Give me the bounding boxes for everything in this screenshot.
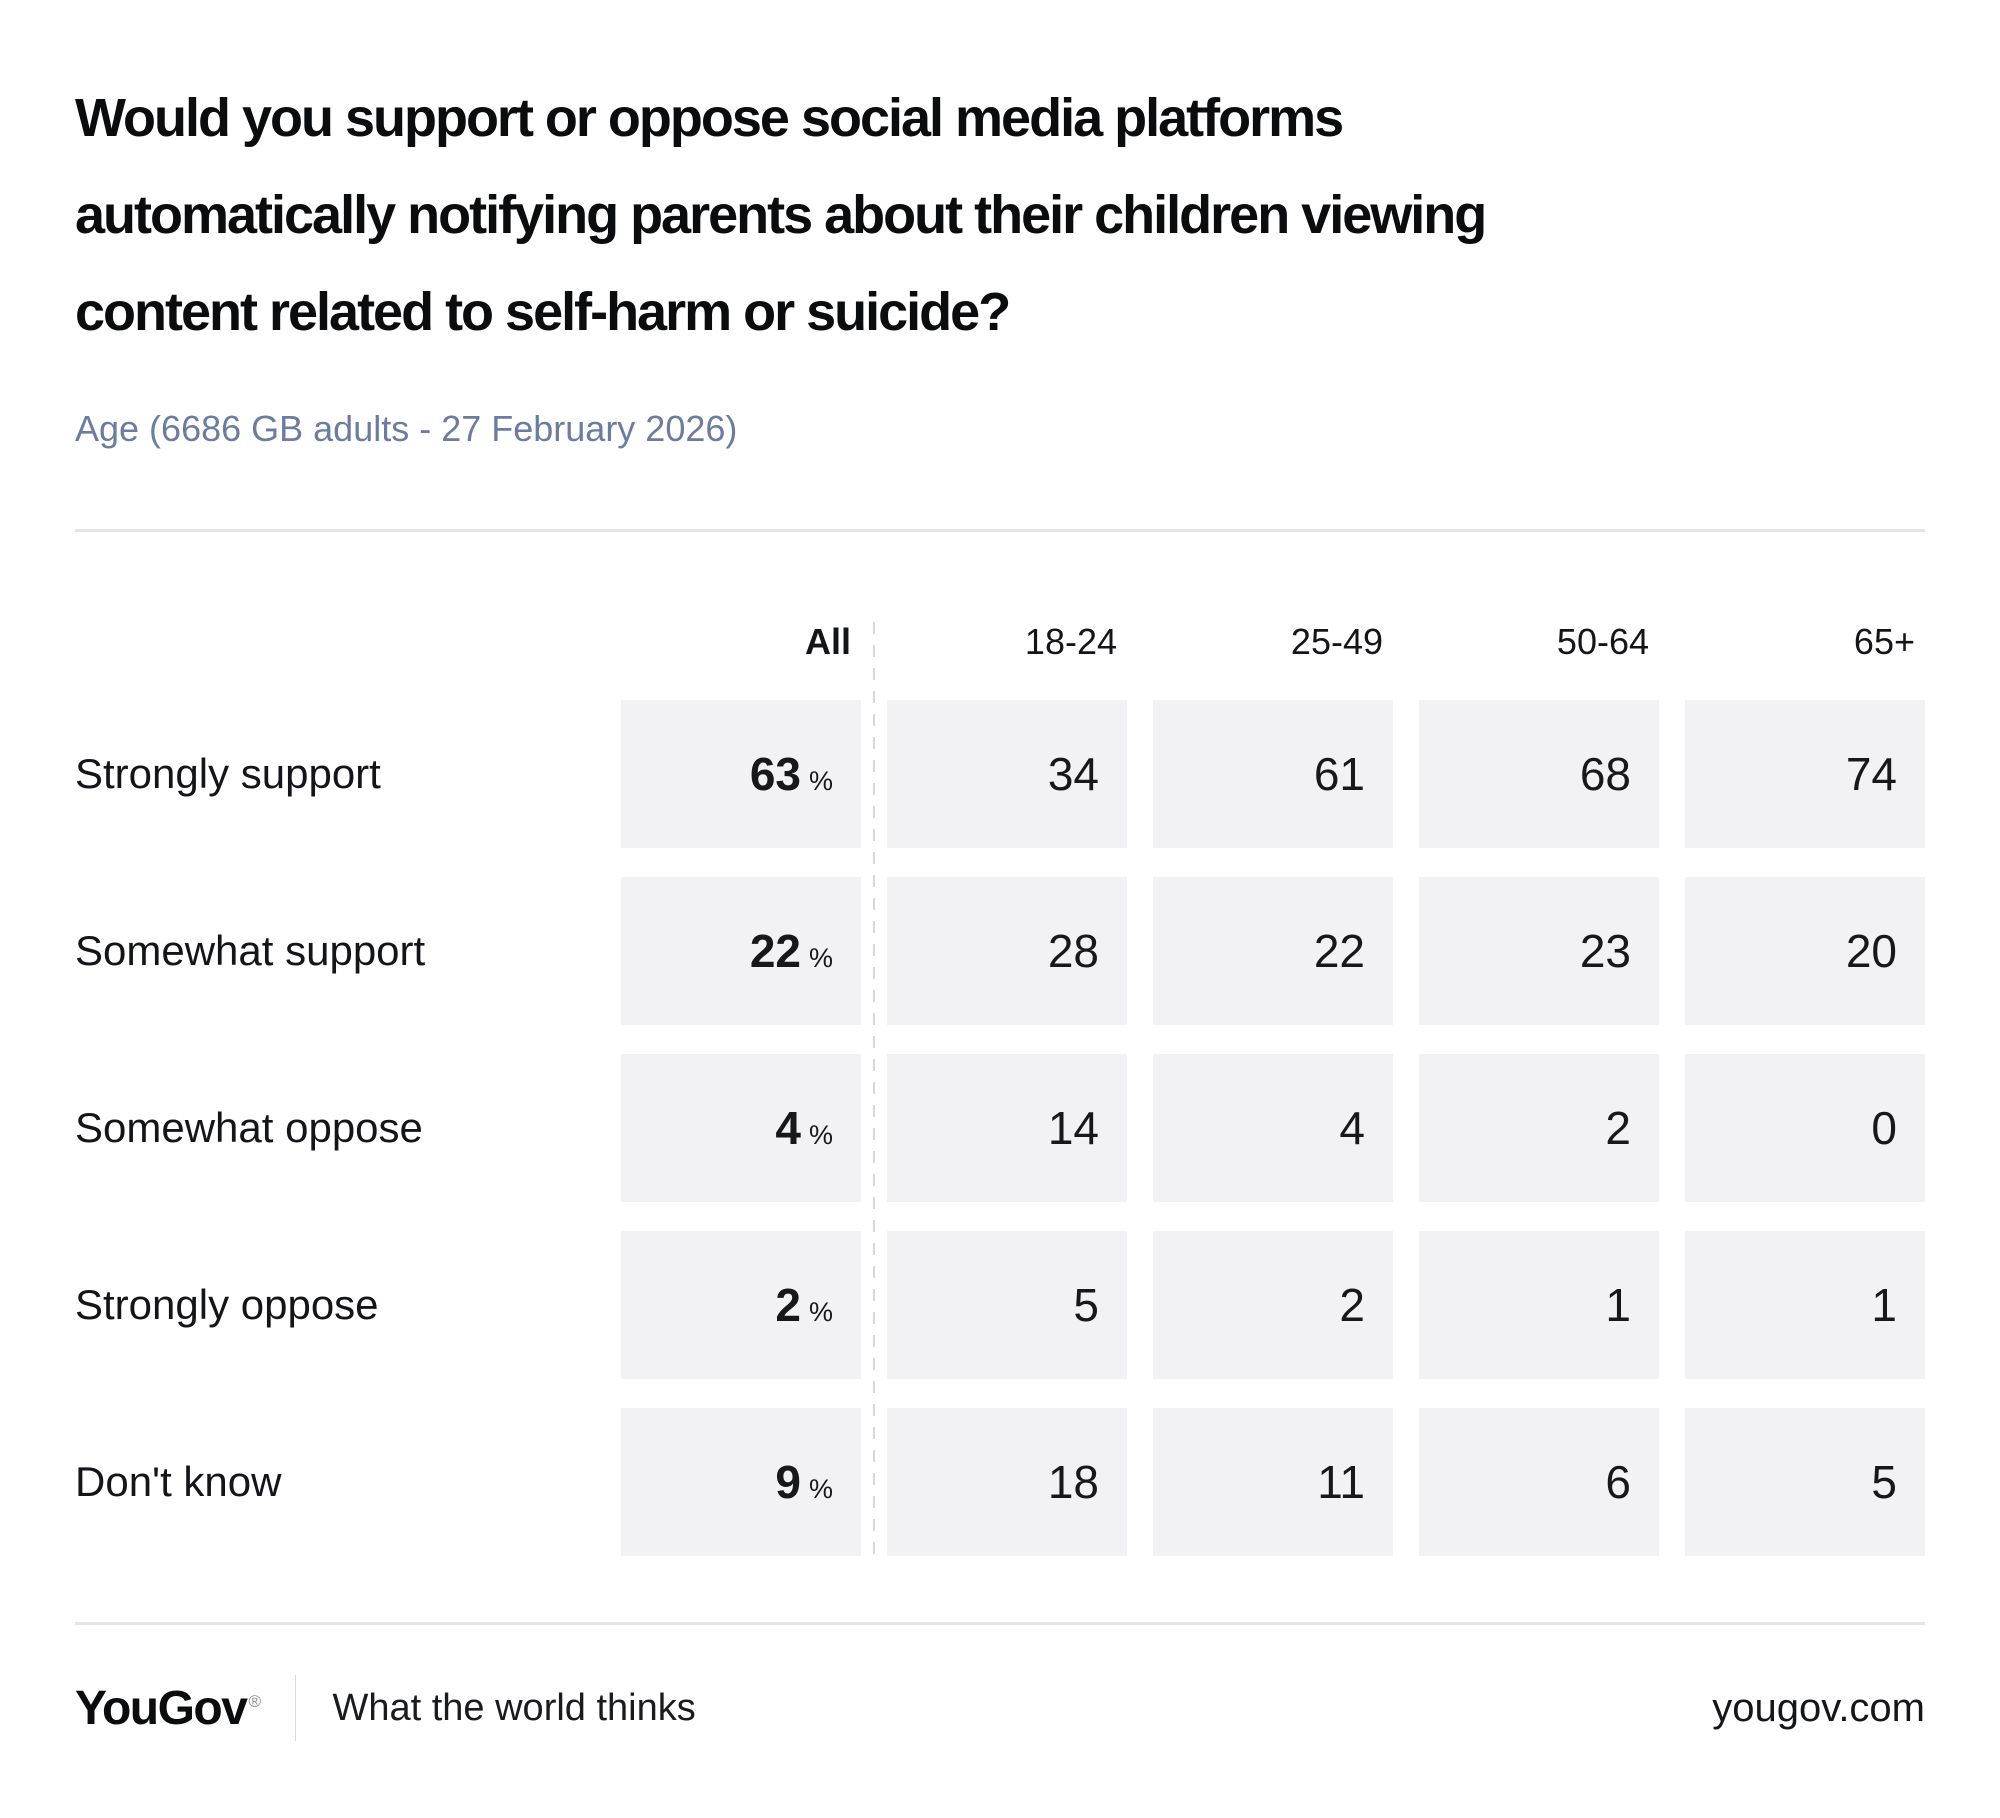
sample-subtitle: Age (6686 GB adults - 27 February 2026) xyxy=(75,408,738,449)
column-header-18-24: 18-24 xyxy=(1024,621,1117,662)
percent-sign: % xyxy=(808,943,833,973)
row-label: Strongly support xyxy=(75,750,381,797)
column-header-25-49: 25-49 xyxy=(1290,621,1383,662)
value-cell: 22 xyxy=(1153,877,1393,1025)
value-cell: 2 xyxy=(1419,1054,1659,1202)
column-header-65-plus: 65+ xyxy=(1853,621,1915,662)
value-cell: 1 xyxy=(1685,1231,1925,1379)
value-number: 9 xyxy=(775,1456,801,1508)
value-cell: 18 xyxy=(887,1408,1127,1556)
row-label: Strongly oppose xyxy=(75,1281,379,1328)
value-cell: 74 xyxy=(1685,700,1925,848)
value-cell: 0 xyxy=(1685,1054,1925,1202)
footer: YouGov ® What the world thinks yougov.com xyxy=(75,1675,1925,1741)
all-vs-ages-dashed-divider xyxy=(873,622,875,1556)
table-row: Somewhat oppose 4% 14 4 2 0 xyxy=(75,1054,1925,1202)
value-number: 22 xyxy=(749,925,801,977)
value-cell: 5 xyxy=(1685,1408,1925,1556)
top-divider xyxy=(75,529,1925,532)
table-row: Strongly oppose 2% 5 2 1 1 xyxy=(75,1231,1925,1379)
value-cell: 2 xyxy=(1153,1231,1393,1379)
footer-divider xyxy=(295,1675,297,1741)
title-line-1: Would you support or oppose social media… xyxy=(75,88,1344,148)
page-title: Would you support or oppose social media… xyxy=(75,70,1925,361)
value-cell-all: 63% xyxy=(621,700,861,848)
yougov-logo-text: YouGov xyxy=(75,1681,248,1735)
title-line-3: content related to self-harm or suicide? xyxy=(75,282,1011,342)
percent-sign: % xyxy=(808,1297,833,1327)
value-cell-all: 4% xyxy=(621,1054,861,1202)
row-label: Somewhat oppose xyxy=(75,1104,423,1151)
row-label: Don't know xyxy=(75,1458,282,1505)
value-cell: 20 xyxy=(1685,877,1925,1025)
footer-tagline: What the world thinks xyxy=(332,1686,696,1729)
value-number: 63 xyxy=(749,748,801,800)
value-cell: 11 xyxy=(1153,1408,1393,1556)
value-number: 4 xyxy=(775,1102,801,1154)
value-number: 2 xyxy=(775,1279,801,1331)
table-row: Somewhat support 22% 28 22 23 20 xyxy=(75,877,1925,1025)
value-cell-all: 22% xyxy=(621,877,861,1025)
value-cell: 61 xyxy=(1153,700,1393,848)
header-spacer xyxy=(75,622,595,662)
title-line-2: automatically notifying parents about th… xyxy=(75,185,1487,245)
registered-trademark-icon: ® xyxy=(248,1691,261,1711)
column-header-all: All xyxy=(804,621,851,662)
survey-results-card: Would you support or oppose social media… xyxy=(75,70,1925,1741)
footer-website: yougov.com xyxy=(1712,1685,1925,1730)
bottom-divider xyxy=(75,1622,1925,1625)
table-body: Strongly support 63% 34 61 68 74 Somewha… xyxy=(75,700,1925,1556)
table-header-row: All 18-24 25-49 50-64 65+ xyxy=(75,622,1925,662)
table-row: Strongly support 63% 34 61 68 74 xyxy=(75,700,1925,848)
percent-sign: % xyxy=(808,1120,833,1150)
value-cell: 5 xyxy=(887,1231,1127,1379)
yougov-logo: YouGov ® xyxy=(75,1681,261,1736)
value-cell: 28 xyxy=(887,877,1127,1025)
value-cell: 34 xyxy=(887,700,1127,848)
table-row: Don't know 9% 18 11 6 5 xyxy=(75,1408,1925,1556)
column-header-50-64: 50-64 xyxy=(1556,621,1649,662)
value-cell: 1 xyxy=(1419,1231,1659,1379)
value-cell-all: 2% xyxy=(621,1231,861,1379)
value-cell-all: 9% xyxy=(621,1408,861,1556)
row-label: Somewhat support xyxy=(75,927,426,974)
value-cell: 6 xyxy=(1419,1408,1659,1556)
percent-sign: % xyxy=(808,766,833,796)
percent-sign: % xyxy=(808,1474,833,1504)
value-cell: 14 xyxy=(887,1054,1127,1202)
value-cell: 4 xyxy=(1153,1054,1393,1202)
value-cell: 23 xyxy=(1419,877,1659,1025)
results-table: All 18-24 25-49 50-64 65+ Strongly suppo… xyxy=(75,622,1925,1556)
value-cell: 68 xyxy=(1419,700,1659,848)
